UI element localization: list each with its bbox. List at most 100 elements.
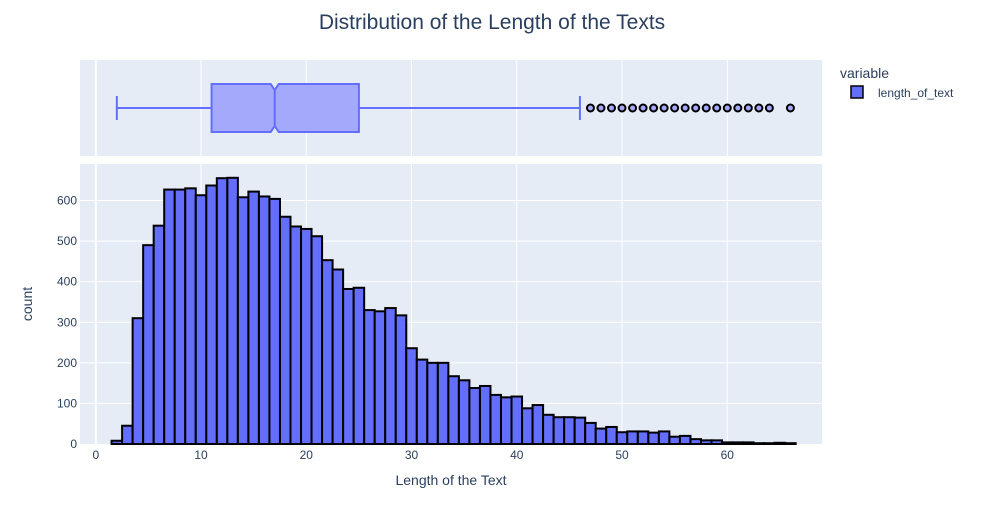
histogram-bar[interactable] (668, 435, 681, 445)
legend[interactable]: variable length_of_text (840, 65, 954, 100)
box-outlier-point[interactable] (743, 103, 753, 113)
histogram-bar[interactable] (615, 431, 629, 445)
box-outlier-point[interactable] (733, 103, 743, 113)
x-tick-label: 50 (615, 448, 629, 462)
histogram-bar[interactable] (342, 287, 355, 445)
legend-swatch[interactable] (850, 85, 864, 99)
box-outlier-point[interactable] (712, 103, 722, 113)
box-outlier-point[interactable] (585, 103, 595, 113)
histogram-bar[interactable] (542, 413, 555, 446)
y-tick-label: 400 (57, 275, 77, 289)
histogram-bar[interactable] (636, 430, 650, 445)
x-tick-label: 0 (92, 448, 99, 462)
y-tick-label: 600 (57, 194, 77, 208)
histogram-bar[interactable] (721, 441, 734, 445)
histogram-bar[interactable] (121, 424, 134, 446)
chart-title: Distribution of the Length of the Texts (319, 11, 665, 34)
histogram-bar[interactable] (731, 441, 745, 445)
histogram-bar[interactable] (205, 184, 218, 446)
histogram-bar[interactable] (352, 286, 366, 446)
histogram-bar[interactable] (584, 421, 597, 446)
histogram-bar[interactable] (310, 235, 324, 445)
histogram-bar[interactable] (773, 441, 787, 446)
box-outlier-point[interactable] (785, 103, 795, 113)
box-outlier-point[interactable] (754, 103, 764, 113)
histogram-bar[interactable] (436, 361, 450, 445)
histogram-bar[interactable] (710, 439, 724, 446)
histogram-bar[interactable] (784, 442, 797, 446)
histogram-bar[interactable] (163, 188, 176, 445)
histogram-bar[interactable] (426, 361, 439, 445)
histogram-bar[interactable] (173, 188, 187, 445)
box-outlier-point[interactable] (617, 103, 627, 113)
box-outlier-point[interactable] (722, 103, 732, 113)
legend-entry-length-of-text[interactable]: length_of_text (878, 86, 954, 100)
histogram-bar[interactable] (531, 404, 545, 446)
histogram-bar[interactable] (647, 431, 660, 446)
box-outlier-point[interactable] (596, 103, 606, 113)
histogram-bar[interactable] (657, 430, 671, 445)
histogram-bar[interactable] (373, 310, 387, 445)
y-tick-label: 0 (70, 437, 77, 451)
histogram-bar[interactable] (573, 416, 587, 446)
histogram-bar[interactable] (605, 425, 618, 445)
histogram-bar[interactable] (742, 441, 755, 445)
box-outlier-point[interactable] (628, 103, 638, 113)
histogram-bar[interactable] (300, 227, 313, 445)
histogram-bars[interactable] (110, 176, 797, 446)
histogram-bar[interactable] (415, 358, 429, 446)
box-outlier-point[interactable] (607, 103, 617, 113)
histogram-bar[interactable] (247, 190, 260, 445)
box-outlier-point[interactable] (638, 103, 648, 113)
histogram-bar[interactable] (457, 379, 471, 445)
x-tick-label: 30 (405, 448, 419, 462)
boxplot[interactable] (115, 83, 795, 133)
box-outlier-point[interactable] (701, 103, 711, 113)
histogram-bar[interactable] (763, 442, 776, 446)
box-outlier-point[interactable] (649, 103, 659, 113)
box-outlier-point[interactable] (659, 103, 669, 113)
histogram-bar[interactable] (626, 430, 639, 445)
histogram-bar[interactable] (142, 244, 155, 445)
histogram-bar[interactable] (510, 395, 524, 445)
box-iqr[interactable] (210, 83, 360, 133)
histogram-bar[interactable] (468, 387, 481, 445)
histogram-bar[interactable] (257, 195, 271, 445)
box-outlier-point[interactable] (691, 103, 701, 113)
box-outlier-point[interactable] (680, 103, 690, 113)
histogram-bar[interactable] (268, 197, 281, 445)
histogram-bar[interactable] (215, 177, 229, 445)
histogram-bar[interactable] (152, 224, 166, 445)
histogram-bar[interactable] (194, 194, 208, 445)
x-tick-labels: 0 10 20 30 40 50 60 (92, 448, 734, 462)
histogram-bar[interactable] (278, 215, 292, 445)
histogram-bar[interactable] (184, 187, 197, 445)
histogram-bar[interactable] (689, 438, 702, 445)
histogram-bar[interactable] (552, 416, 566, 445)
histogram-bar[interactable] (236, 196, 250, 445)
histogram-bar[interactable] (478, 384, 492, 445)
histogram-bar[interactable] (289, 225, 303, 445)
histogram-bar[interactable] (752, 442, 766, 446)
histogram-bar[interactable] (447, 375, 460, 445)
histogram-bar[interactable] (563, 416, 576, 445)
histogram-bar[interactable] (499, 396, 513, 446)
histogram-bar[interactable] (521, 407, 534, 445)
histogram-bar[interactable] (394, 314, 408, 445)
histogram-bar[interactable] (131, 317, 145, 446)
legend-title: variable (840, 65, 889, 81)
histogram-bar[interactable] (699, 439, 713, 446)
histogram-bar[interactable] (226, 176, 239, 446)
histogram-bar[interactable] (331, 268, 345, 445)
histogram-bar[interactable] (489, 393, 502, 446)
histogram-bar[interactable] (110, 439, 124, 446)
histogram-bar[interactable] (678, 434, 692, 446)
histogram-bar[interactable] (363, 309, 376, 445)
box-outlier-point[interactable] (764, 103, 774, 113)
histogram-bar[interactable] (405, 347, 418, 445)
histogram-bar[interactable] (594, 427, 608, 446)
box-outlier-point[interactable] (670, 103, 680, 113)
histogram-bar[interactable] (321, 259, 334, 445)
histogram-bar[interactable] (384, 307, 397, 446)
